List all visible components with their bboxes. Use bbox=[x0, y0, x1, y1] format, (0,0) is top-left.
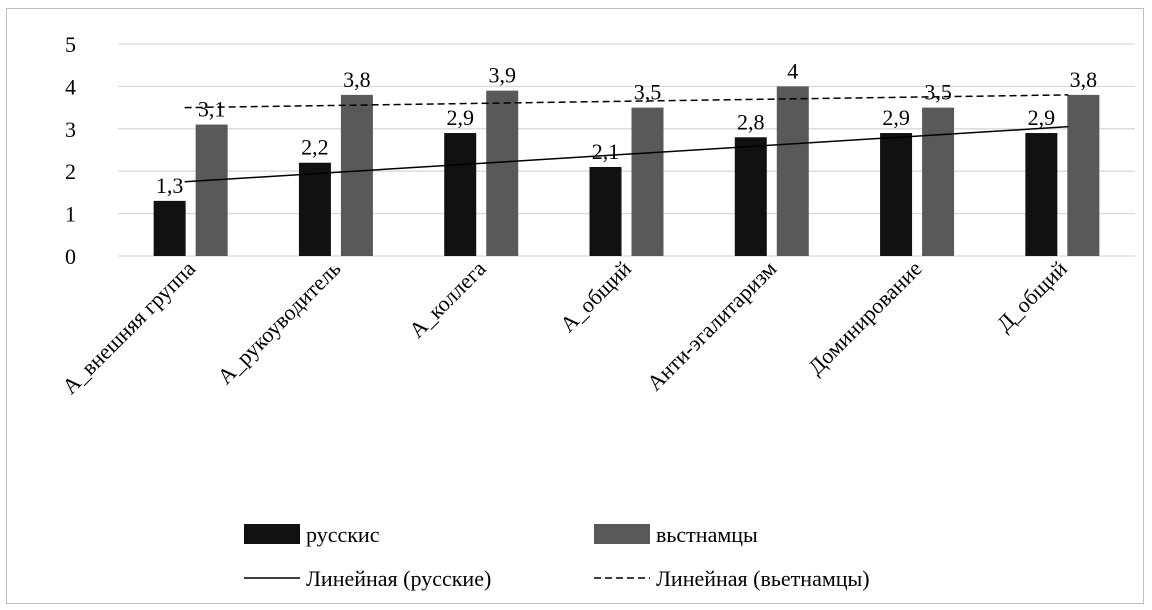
y-tick-label: 1 bbox=[65, 202, 76, 227]
bar-vietnamese bbox=[1067, 94, 1100, 256]
category-label: А_общий bbox=[555, 256, 636, 337]
legend-label: русскис bbox=[306, 522, 380, 547]
bar-russians bbox=[298, 162, 331, 256]
y-tick-label: 3 bbox=[65, 117, 76, 142]
category-label: А_внешняя группа bbox=[57, 256, 200, 399]
bar-vietnamese bbox=[631, 107, 664, 256]
y-tick-label: 0 bbox=[65, 244, 76, 269]
data-label: 2,9 bbox=[1028, 105, 1056, 130]
category-label: А_коллега bbox=[404, 256, 491, 343]
bar-russians bbox=[153, 200, 186, 256]
trendline-vietnamese bbox=[184, 94, 1069, 109]
bar-russians bbox=[444, 133, 477, 256]
legend-label: вьстнамцы bbox=[656, 522, 758, 547]
legend-label: Линейная (русские) bbox=[306, 566, 491, 591]
data-label: 4 bbox=[787, 58, 798, 83]
bar-vietnamese bbox=[922, 107, 955, 256]
y-tick-label: 4 bbox=[65, 74, 76, 99]
data-label: 3,9 bbox=[488, 63, 516, 88]
data-label: 3,8 bbox=[1070, 67, 1098, 92]
data-label: 3,8 bbox=[343, 67, 371, 92]
legend-swatch-vietnamese bbox=[594, 524, 650, 544]
data-label: 2,9 bbox=[446, 105, 474, 130]
category-label: Анти-эгалитаризм bbox=[642, 256, 782, 396]
y-tick-label: 2 bbox=[65, 159, 76, 184]
category-label: Доминирование bbox=[803, 256, 927, 380]
category-label: А_рукоуводитель bbox=[212, 256, 345, 389]
bar-russians bbox=[734, 137, 767, 256]
y-tick-label: 5 bbox=[65, 32, 76, 57]
data-label: 2,1 bbox=[592, 139, 620, 164]
bar-vietnamese bbox=[776, 86, 809, 257]
data-label: 3,5 bbox=[924, 80, 952, 105]
data-label: 3,1 bbox=[198, 97, 226, 122]
bar-vietnamese bbox=[340, 94, 373, 256]
bar-vietnamese bbox=[486, 90, 519, 256]
data-label: 2,8 bbox=[737, 109, 765, 134]
data-label: 1,3 bbox=[156, 173, 184, 198]
legend-label: Линейная (вьетнамцы) bbox=[656, 566, 870, 591]
bar-russians bbox=[1025, 133, 1058, 256]
bar-vietnamese bbox=[195, 124, 228, 256]
trendline-russians bbox=[184, 125, 1069, 183]
data-label: 2,2 bbox=[301, 135, 329, 160]
bar-russians bbox=[589, 166, 622, 256]
bar-russians bbox=[880, 133, 913, 256]
legend-swatch-russians bbox=[244, 524, 300, 544]
category-label: Д_общий bbox=[992, 256, 1073, 337]
data-label: 2,9 bbox=[882, 105, 910, 130]
